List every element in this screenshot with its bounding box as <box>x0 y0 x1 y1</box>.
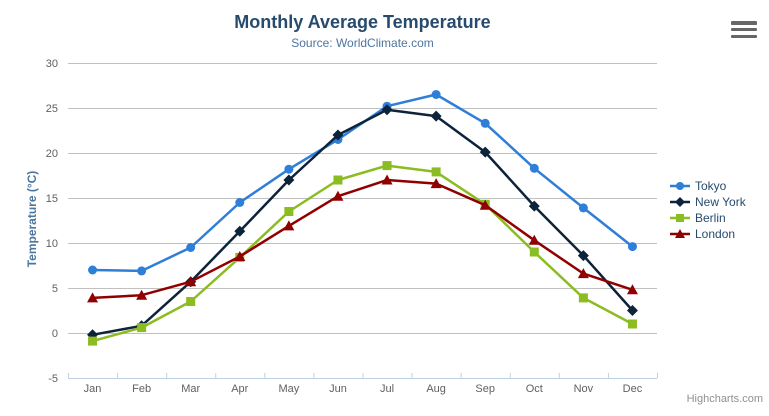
data-point-marker-berlin[interactable] <box>627 319 637 329</box>
series-london <box>87 174 638 303</box>
data-point-marker-london[interactable] <box>87 292 99 303</box>
menu-bar <box>731 34 757 38</box>
legend: Tokyo New York Berlin London <box>670 178 746 242</box>
x-axis-tick-label: May <box>278 383 299 395</box>
chart-subtitle: Source: WorldClimate.com <box>291 36 434 50</box>
y-axis-tick-label: 10 <box>46 238 58 250</box>
data-point-marker-tokyo[interactable] <box>578 203 588 213</box>
y-axis-tick-label: 25 <box>46 103 58 115</box>
data-point-marker-berlin[interactable] <box>186 297 196 306</box>
y-axis-tick-label: 0 <box>52 328 58 340</box>
x-axis-tick-label: Apr <box>231 383 248 395</box>
series-line-new-york <box>91 108 634 337</box>
data-point-marker-berlin[interactable] <box>284 207 294 216</box>
data-point-marker-tokyo[interactable] <box>137 266 147 276</box>
data-point-marker-berlin[interactable] <box>382 161 392 171</box>
data-point-marker-berlin[interactable] <box>431 167 441 177</box>
data-point-marker-tokyo[interactable] <box>284 164 294 174</box>
square-series-marker-icon <box>670 214 690 222</box>
legend-item-tokyo[interactable]: Tokyo <box>670 178 746 194</box>
series-line-london <box>91 178 634 300</box>
hamburger-menu-icon[interactable] <box>731 21 757 38</box>
x-axis-tick-label: Nov <box>574 383 594 395</box>
y-axis-tick-label: 5 <box>52 283 58 295</box>
chart-title: Monthly Average Temperature <box>234 12 491 32</box>
y-axis-tick-label: 20 <box>46 148 58 160</box>
data-point-marker-london[interactable] <box>185 276 197 287</box>
legend-item-new-york[interactable]: New York <box>670 194 746 210</box>
legend-label: Berlin <box>695 211 726 225</box>
legend-label: London <box>695 227 736 241</box>
legend-marker-circle <box>676 182 684 190</box>
x-axis-tick-label: Oct <box>526 383 543 395</box>
y-axis-tick-label: 15 <box>46 193 58 205</box>
data-point-marker-london[interactable] <box>381 174 393 185</box>
legend-marker-diamond <box>675 197 685 207</box>
data-point-marker-tokyo[interactable] <box>431 90 441 99</box>
x-axis-tick-label: Jan <box>84 383 102 395</box>
legend-label: New York <box>695 195 746 209</box>
data-point-marker-london[interactable] <box>626 284 638 295</box>
legend-marker-triangle <box>675 229 685 238</box>
data-point-marker-london[interactable] <box>528 234 540 245</box>
data-point-marker-london[interactable] <box>430 178 442 189</box>
x-axis-tick-label: Feb <box>132 383 151 395</box>
series-new-york <box>87 104 638 341</box>
data-point-marker-london[interactable] <box>283 220 295 231</box>
menu-bar <box>731 27 757 32</box>
data-point-marker-tokyo[interactable] <box>186 243 196 252</box>
data-point-marker-tokyo[interactable] <box>480 118 490 128</box>
data-point-marker-tokyo[interactable] <box>627 242 637 252</box>
circle-series-marker-icon <box>670 182 690 190</box>
highcharts-credit-link[interactable]: Highcharts.com <box>686 393 763 405</box>
data-point-marker-new-york[interactable] <box>283 174 295 186</box>
data-point-marker-new-york[interactable] <box>381 104 393 116</box>
y-axis-tick-label: 30 <box>46 58 58 70</box>
x-axis-tick-label: Sep <box>475 383 495 395</box>
series-line-berlin <box>91 164 634 343</box>
data-point-marker-new-york[interactable] <box>528 200 540 212</box>
data-point-marker-new-york[interactable] <box>577 250 589 262</box>
x-axis-tick-label: Dec <box>623 383 643 395</box>
data-point-marker-new-york[interactable] <box>626 305 638 316</box>
data-point-marker-new-york[interactable] <box>479 146 491 158</box>
data-point-marker-new-york[interactable] <box>234 225 246 237</box>
x-axis-tick-label: Mar <box>181 383 200 395</box>
data-point-marker-berlin[interactable] <box>333 175 343 185</box>
series-line-tokyo <box>91 93 634 273</box>
data-point-marker-berlin[interactable] <box>88 336 98 346</box>
legend-item-london[interactable]: London <box>670 226 746 242</box>
data-point-marker-tokyo[interactable] <box>88 265 98 275</box>
data-point-marker-new-york[interactable] <box>430 110 442 122</box>
menu-bar <box>731 21 757 25</box>
legend-item-berlin[interactable]: Berlin <box>670 210 746 226</box>
x-axis-tick-label: Aug <box>426 383 446 395</box>
data-point-marker-berlin[interactable] <box>529 247 539 257</box>
data-point-marker-london[interactable] <box>136 289 148 300</box>
data-point-marker-london[interactable] <box>234 251 246 261</box>
data-point-marker-berlin[interactable] <box>137 323 147 333</box>
data-point-marker-london[interactable] <box>332 190 344 201</box>
diamond-series-marker-icon <box>670 197 690 207</box>
data-point-marker-tokyo[interactable] <box>529 163 539 173</box>
data-point-marker-berlin[interactable] <box>578 293 588 303</box>
x-axis-tick-label: Jul <box>380 383 394 395</box>
data-point-marker-tokyo[interactable] <box>235 198 245 207</box>
data-point-marker-london[interactable] <box>479 199 491 210</box>
triangle-series-marker-icon <box>670 229 690 238</box>
legend-label: Tokyo <box>695 179 727 193</box>
x-axis-tick-label: Jun <box>329 383 347 395</box>
y-axis-tick-label: -5 <box>48 373 58 385</box>
series-tokyo <box>88 90 637 276</box>
data-point-marker-london[interactable] <box>577 268 589 279</box>
legend-marker-square <box>676 214 684 222</box>
data-point-marker-new-york[interactable] <box>332 129 344 141</box>
